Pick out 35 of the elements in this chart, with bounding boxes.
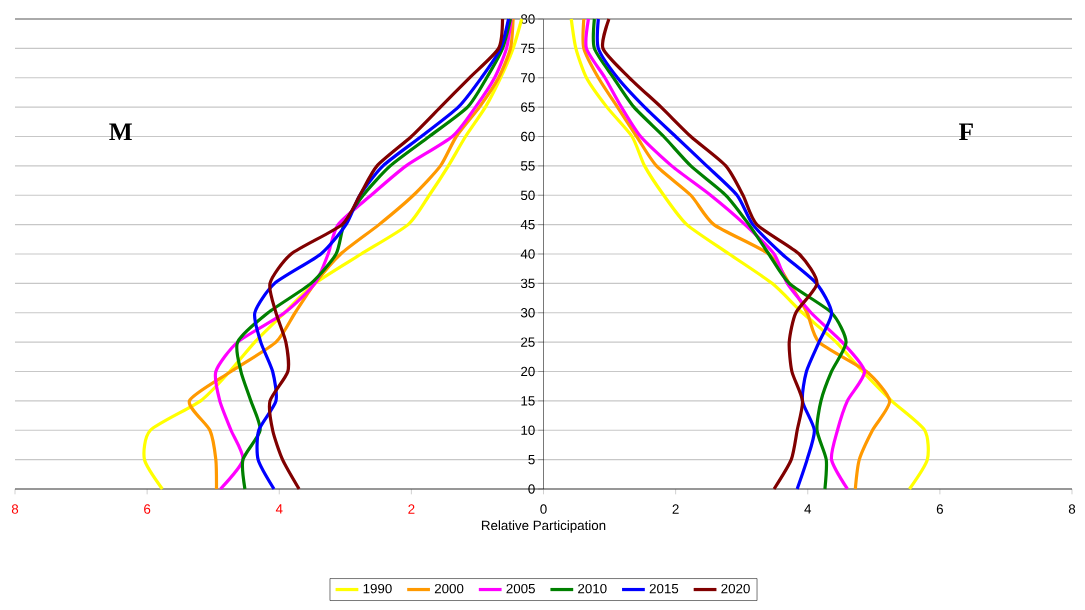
y-tick-label: 55 <box>520 161 535 171</box>
y-tick-label: 35 <box>520 278 535 289</box>
y-tick-label: 45 <box>520 219 535 230</box>
y-tick-label: 10 <box>521 425 535 435</box>
y-tick-label: 30 <box>520 308 535 318</box>
y-tick-label: 5 <box>528 454 535 465</box>
legend-label: 2005 <box>506 583 535 594</box>
x-tick-label: 2 <box>408 504 415 514</box>
y-tick-label: 80 <box>521 14 535 24</box>
x-tick-label: 0 <box>540 504 547 514</box>
legend-label: 2010 <box>578 583 607 594</box>
y-tick-label: 50 <box>520 190 535 200</box>
legend-label: 1990 <box>363 583 392 594</box>
x-tick-label: 4 <box>275 504 283 514</box>
legend-label: 2015 <box>649 583 679 594</box>
legend-label: 2000 <box>434 583 464 594</box>
legend-label: 2020 <box>721 583 750 594</box>
x-tick-label: 6 <box>144 504 151 514</box>
y-tick-label: 0 <box>528 484 535 494</box>
y-tick-label: 60 <box>521 131 535 142</box>
y-tick-label: 65 <box>521 102 535 112</box>
annotation: F <box>959 123 973 141</box>
x-tick-label: 8 <box>1068 504 1076 514</box>
annotation: M <box>109 123 132 141</box>
x-tick-label: 2 <box>672 504 679 514</box>
y-tick-label: 15 <box>521 396 535 406</box>
x-tick-label: 6 <box>936 504 944 514</box>
y-tick-label: 20 <box>521 366 535 377</box>
y-tick-label: 25 <box>521 337 535 347</box>
x-tick-label: 4 <box>804 504 812 514</box>
y-tick-label: 40 <box>520 249 535 259</box>
x-tick-label: 8 <box>11 504 19 514</box>
x-axis-title: Relative Participation <box>481 520 606 533</box>
y-tick-label: 70 <box>521 73 535 83</box>
y-tick-label: 75 <box>521 43 535 54</box>
